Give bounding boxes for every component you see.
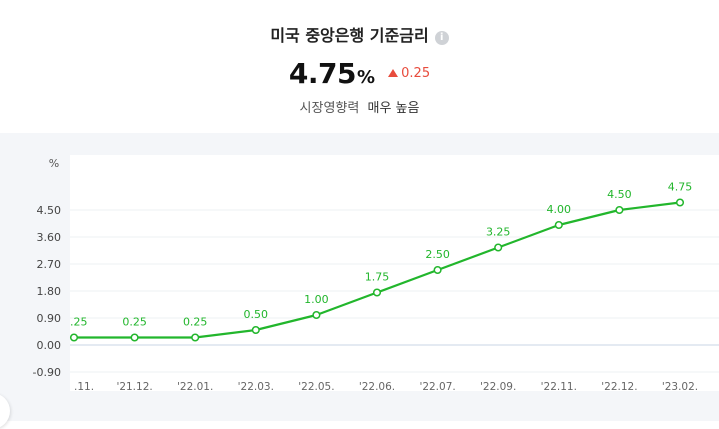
market-influence-value: 매우 높음 (367, 101, 420, 116)
data-point (251, 325, 260, 335)
page-title: 미국 중앙은행 기준금리 (270, 26, 429, 45)
y-tick-label: 2.70 (37, 258, 62, 271)
x-tick-label: '22.11. (541, 381, 577, 393)
market-influence: 시장영향력 매우 높음 (0, 97, 719, 116)
x-tick-label: '22.09. (480, 381, 516, 393)
data-point (312, 310, 321, 320)
x-tick-label: '22.01. (177, 381, 213, 393)
market-influence-label: 시장영향력 (299, 101, 360, 116)
data-point (615, 205, 624, 215)
y-axis-unit-label: % (49, 157, 59, 170)
data-point (494, 243, 503, 252)
rate-value: 4.75 (288, 57, 357, 90)
rate-line-chart: % 4.50 3.60 2.70 1.80 0.90 0.00 -0.90 .11. '21.12… (33, 155, 719, 393)
up-triangle-icon (388, 69, 399, 77)
data-point (191, 333, 200, 342)
data-label: 0.50 (244, 308, 269, 321)
data-label: 3.25 (486, 226, 511, 239)
x-tick-label: '21.12. (116, 381, 152, 393)
data-label: 1.00 (304, 293, 329, 306)
rate-change-value: 0.25 (401, 66, 431, 81)
data-label: 2.50 (425, 248, 450, 261)
data-label: 0.25 (122, 316, 147, 329)
data-label: 4.00 (547, 203, 572, 216)
x-tick-label: '22.05. (298, 381, 334, 393)
chart-area: % 4.50 3.60 2.70 1.80 0.90 0.00 -0.90 .11. '21.12… (0, 133, 719, 429)
x-tick-label: '23.02. (662, 381, 698, 393)
data-point (554, 220, 563, 230)
y-tick-label: 0.00 (37, 339, 62, 352)
data-label: .25 (70, 316, 88, 329)
data-point (130, 333, 139, 342)
data-label: 4.75 (668, 181, 693, 194)
x-tick-label: '22.07. (419, 381, 455, 393)
rate-unit: % (357, 67, 376, 88)
x-tick-label: '22.06. (359, 381, 395, 393)
data-point (433, 265, 442, 275)
rate-summary-card: 미국 중앙은행 기준금리 i 4.75% 0.25 시장영향력 매우 높음 (0, 0, 719, 133)
y-tick-label: -0.90 (33, 366, 61, 379)
x-tick-label: .11. (74, 381, 94, 393)
data-point (675, 198, 685, 207)
data-point (69, 333, 79, 342)
y-tick-label: 0.90 (37, 312, 62, 325)
info-icon[interactable]: i (434, 31, 449, 45)
x-tick-label: '22.03. (238, 381, 274, 393)
title-row: 미국 중앙은행 기준금리 i (0, 22, 719, 46)
data-label: 0.25 (183, 316, 208, 329)
data-point (372, 288, 382, 297)
data-label: 1.75 (365, 271, 390, 284)
y-tick-label: 4.50 (37, 204, 62, 217)
x-tick-label: '22.12. (601, 381, 637, 393)
data-label: 4.50 (607, 188, 632, 201)
scroll-left-handle[interactable] (0, 393, 10, 429)
y-tick-label: 1.80 (37, 285, 62, 298)
value-row: 4.75% 0.25 (0, 57, 719, 90)
y-tick-label: 3.60 (37, 231, 62, 244)
plot-panel (70, 155, 719, 391)
rate-change: 0.25 (388, 66, 430, 81)
